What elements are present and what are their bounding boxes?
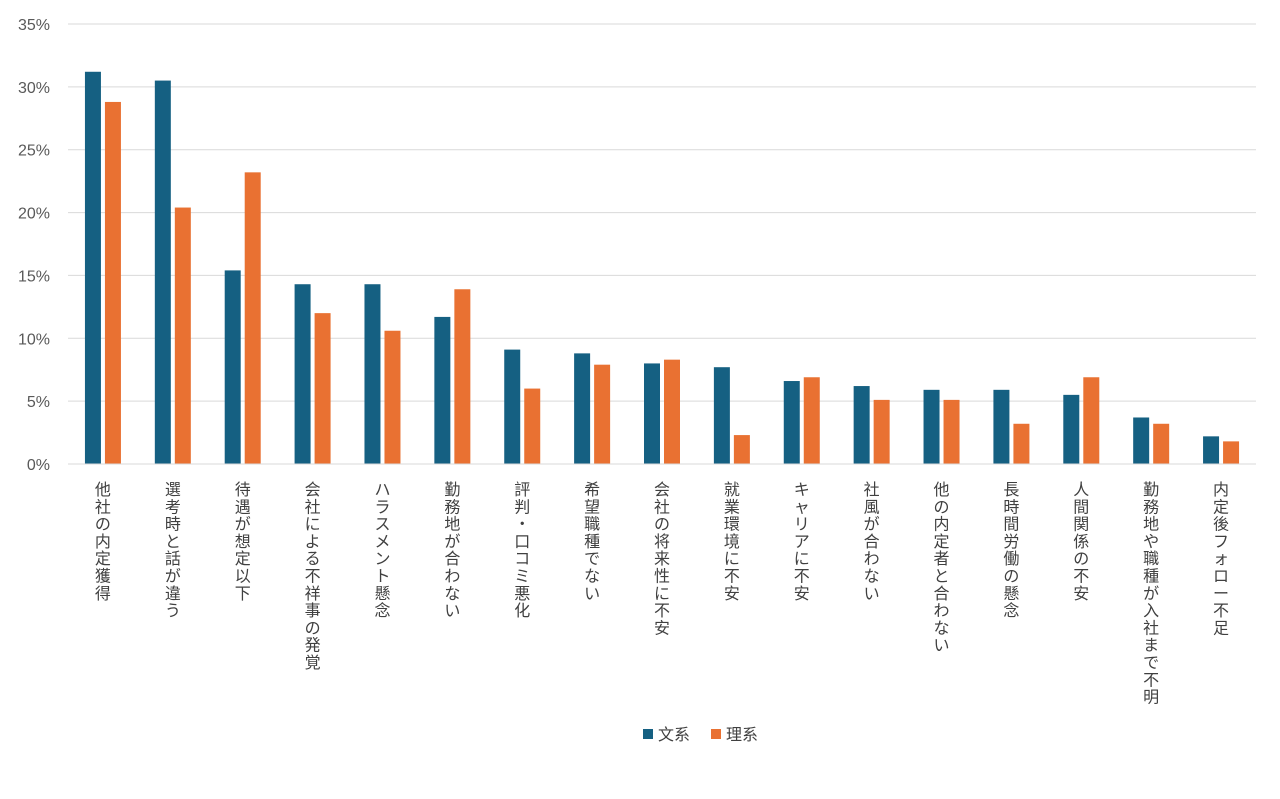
bar-rikei-14 bbox=[1013, 423, 1030, 464]
bar-rikei-4 bbox=[314, 313, 331, 464]
bar-bunkei-14 bbox=[993, 389, 1010, 464]
x-tick-label: 他社の内定獲得 bbox=[95, 480, 111, 603]
bar-bunkei-5 bbox=[364, 284, 381, 464]
x-tick-label: 勤務地や職種が入社まで不明 bbox=[1143, 480, 1159, 707]
y-tick-label: 5% bbox=[27, 394, 50, 411]
y-tick-label: 20% bbox=[18, 206, 50, 223]
y-tick-label: 25% bbox=[18, 143, 50, 160]
x-axis: 他社の内定獲得 選考時と話が違う 待遇が想定以下 会社による不祥事の発覚 ハラスメント懸… bbox=[68, 463, 1256, 707]
bar-rikei-3 bbox=[244, 172, 261, 465]
gridlines bbox=[68, 23, 1256, 402]
x-tick-label: 希望職種でない bbox=[584, 480, 600, 603]
legend: 文系 理系 bbox=[643, 725, 758, 744]
bar-bunkei-6 bbox=[434, 316, 451, 464]
x-tick-label: 会社による不祥事の発覚 bbox=[305, 480, 321, 672]
bar-rikei-16 bbox=[1153, 423, 1170, 464]
bar-bunkei-16 bbox=[1133, 417, 1150, 464]
bar-rikei-11 bbox=[803, 377, 820, 464]
bar-bunkei-9 bbox=[644, 363, 660, 464]
bar-bunkei-15 bbox=[1063, 394, 1080, 464]
bar-bunkei-13 bbox=[923, 389, 940, 464]
bar-bunkei-2 bbox=[154, 80, 171, 465]
bar-rikei-7 bbox=[524, 388, 541, 464]
bar-rikei-1 bbox=[104, 101, 121, 464]
bar-bunkei-4 bbox=[294, 284, 311, 464]
legend-label-rikei: 理系 bbox=[726, 725, 758, 744]
bar-rikei-12 bbox=[873, 399, 890, 464]
y-tick-label: 15% bbox=[18, 268, 50, 285]
x-tick-label: 選考時と話が違う bbox=[165, 480, 181, 620]
x-tick-label: 就業環境に不安 bbox=[724, 480, 740, 603]
x-tick-label: 待遇が想定以下 bbox=[235, 480, 251, 603]
x-tick-label: 会社の将来性に不安 bbox=[654, 480, 670, 637]
bar-bunkei-3 bbox=[224, 270, 241, 464]
x-tick-label: 他の内定者と合わない bbox=[934, 480, 950, 655]
bar-rikei-8 bbox=[594, 364, 611, 464]
x-tick-label: 長時間労働の懸念 bbox=[1003, 480, 1019, 620]
y-tick-label: 35% bbox=[18, 17, 50, 34]
x-tick-label: 内定後フォロー不足 bbox=[1213, 480, 1229, 637]
x-tick-label: キャリアに不安 bbox=[794, 480, 810, 603]
x-tick-label: 人間関係の不安 bbox=[1073, 480, 1089, 603]
bar-bunkei-1 bbox=[84, 71, 101, 465]
bar-bunkei-17 bbox=[1203, 436, 1220, 464]
bar-rikei-17 bbox=[1223, 441, 1240, 464]
x-tick-label: 勤務地が合わない bbox=[444, 480, 460, 620]
bar-bunkei-11 bbox=[783, 381, 800, 464]
bar-rikei-9 bbox=[664, 359, 680, 464]
bar-rikei-6 bbox=[454, 289, 471, 464]
bar-bunkei-8 bbox=[574, 353, 591, 464]
bar-rikei-10 bbox=[733, 435, 750, 464]
y-axis: 0% 5% 10% 15% 20% 25% 30% 35% bbox=[18, 17, 50, 474]
bar-bunkei-10 bbox=[713, 367, 730, 464]
y-tick-label: 30% bbox=[18, 80, 50, 97]
bar-rikei-2 bbox=[174, 207, 191, 465]
bar-rikei-15 bbox=[1083, 377, 1100, 464]
y-tick-label: 0% bbox=[27, 457, 50, 474]
bar-rikei-5 bbox=[384, 330, 401, 464]
bars bbox=[84, 71, 1240, 465]
bar-bunkei-12 bbox=[853, 386, 870, 464]
legend-label-bunkei: 文系 bbox=[658, 725, 690, 744]
bar-bunkei-7 bbox=[504, 349, 521, 464]
y-tick-label: 10% bbox=[18, 331, 50, 348]
x-tick-label: 社風が合わない bbox=[864, 480, 880, 603]
legend-swatch-bunkei bbox=[643, 729, 653, 739]
x-tick-label: ハラスメント懸念 bbox=[374, 480, 390, 620]
x-tick-label: 評判・口コミ悪化 bbox=[514, 480, 530, 620]
legend-swatch-rikei bbox=[711, 729, 721, 739]
bar-rikei-13 bbox=[943, 399, 960, 464]
